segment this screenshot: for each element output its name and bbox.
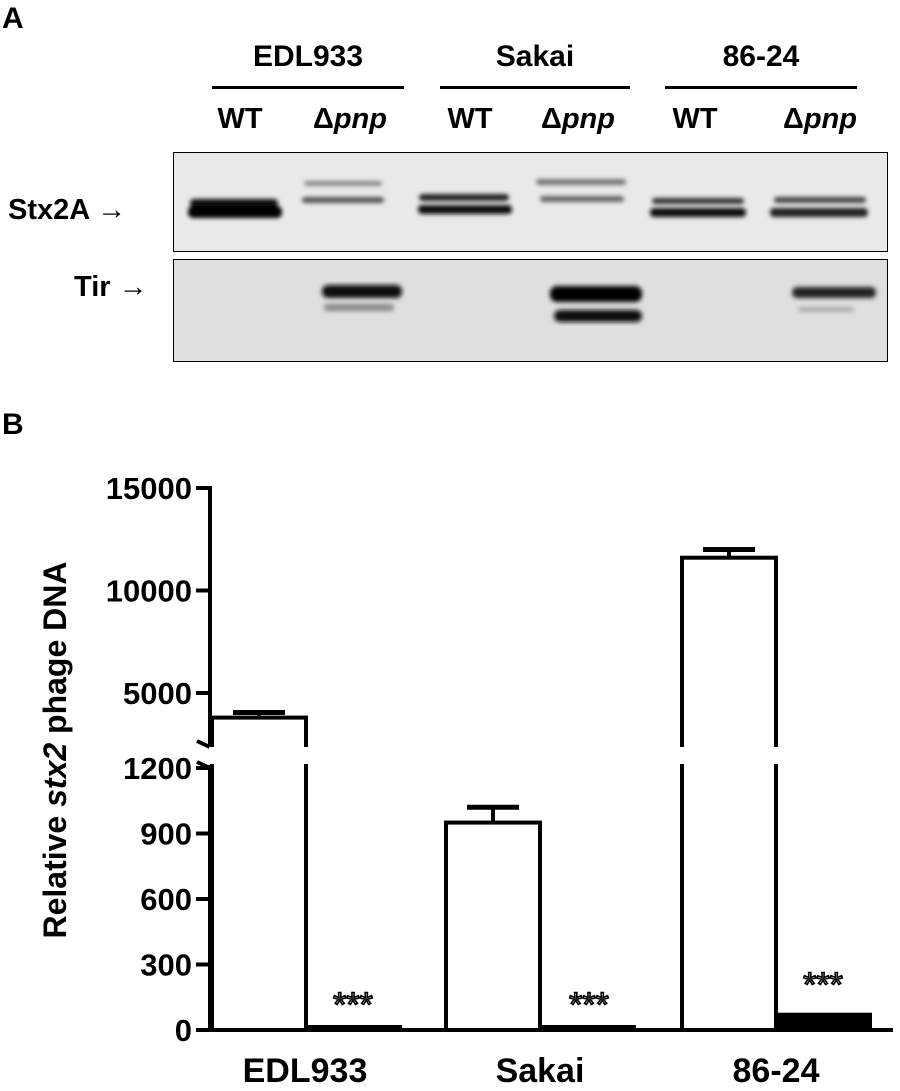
western-blot-tir [173, 259, 888, 362]
band [304, 181, 382, 186]
band [550, 286, 642, 302]
axis-break-gap [209, 747, 309, 764]
band [188, 206, 282, 218]
band [302, 197, 384, 203]
panel-a-letter: A [2, 2, 24, 35]
band [418, 205, 512, 214]
y-tick-label: 10000 [106, 574, 192, 609]
y-tick-label: 900 [140, 817, 192, 852]
band [650, 208, 746, 217]
stx2a-blot-image [188, 179, 868, 218]
significance-marker: *** [333, 986, 373, 1024]
lane-label: WT [217, 103, 263, 135]
bar-sakai-wt [444, 820, 542, 1032]
y-tick-label: 1200 [123, 751, 192, 786]
lane-label: Δpnp [313, 103, 387, 135]
strain-label-86-24: 86-24 [722, 40, 800, 73]
band [324, 304, 394, 311]
blot-label-tir: Tir → [74, 271, 148, 303]
y-axis-title: Relative stx2 phage DNA [37, 561, 73, 938]
panel-b-letter: B [2, 408, 24, 441]
strain-underline [440, 86, 630, 89]
y-tick-label: 300 [140, 948, 192, 983]
bar-sakai-pnp [538, 1025, 636, 1032]
lane-label: Δpnp [541, 103, 615, 135]
lane-label: WT [447, 103, 493, 135]
band [536, 179, 626, 185]
bar-edl933-wt [210, 715, 308, 1032]
band [190, 199, 278, 207]
strain-label-edl933: EDL933 [252, 40, 364, 73]
band [419, 194, 509, 201]
band [774, 197, 866, 203]
western-blot-stx2a [173, 152, 888, 252]
band [554, 310, 642, 322]
x-tick-label-edl933: EDL933 [243, 1052, 368, 1090]
lane-label: WT [672, 103, 718, 135]
band [652, 198, 744, 204]
lane-label: Δpnp [783, 103, 857, 135]
tir-blot-image [322, 285, 876, 322]
y-tick-label: 0 [175, 1013, 192, 1048]
x-tick-label-sakai: Sakai [496, 1052, 585, 1090]
band [540, 196, 624, 202]
axis-break-gap [679, 747, 779, 764]
band [798, 307, 854, 312]
significance-marker: *** [569, 986, 609, 1024]
y-tick-label: 5000 [123, 676, 192, 711]
band [322, 285, 402, 298]
strain-underline [212, 86, 404, 89]
significance-marker: *** [803, 966, 843, 1004]
bar-86-24-wt [680, 555, 778, 1032]
y-tick-label: 15000 [106, 471, 192, 506]
bars [209, 547, 872, 1033]
bar-edl933-pnp [304, 1025, 402, 1032]
strain-underline [665, 86, 857, 89]
x-tick-label-86-24: 86-24 [733, 1052, 820, 1090]
strain-label-sakai: Sakai [495, 40, 575, 73]
bar-86-24-pnp [774, 1012, 872, 1033]
blot-label-stx2a: Stx2A → [8, 194, 127, 226]
y-tick-label: 600 [140, 882, 192, 917]
y-ticks: 0 300 600 900 1200 5000 10000 15000 [106, 471, 211, 1048]
band [792, 287, 876, 298]
band [770, 208, 868, 217]
